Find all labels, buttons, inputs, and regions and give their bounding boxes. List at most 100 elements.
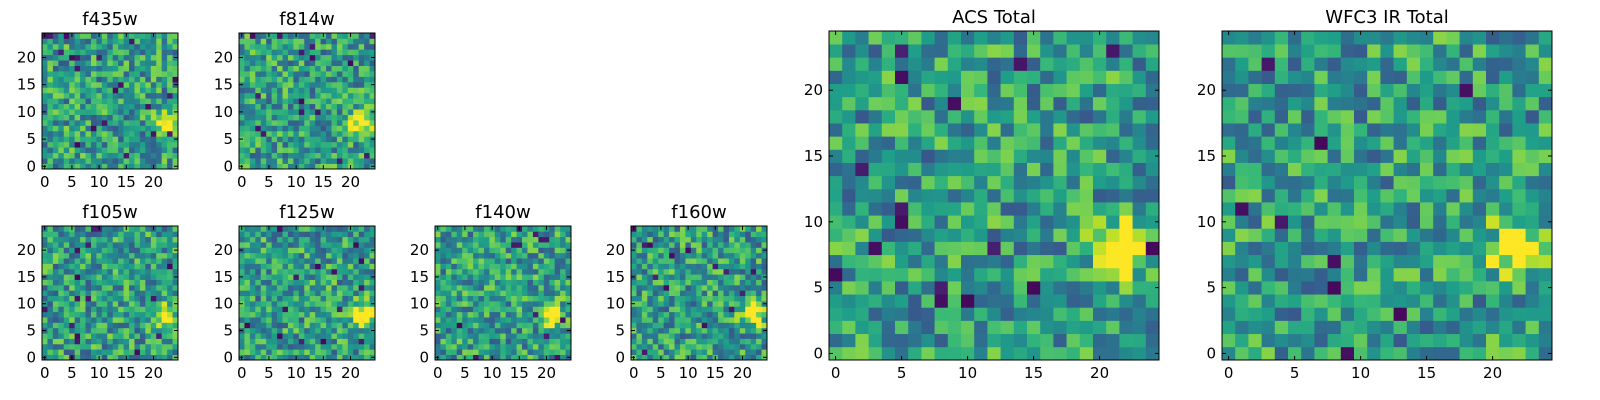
heatmap-cell <box>118 349 124 355</box>
heatmap-cell <box>364 71 370 77</box>
heatmap-cell <box>658 317 664 323</box>
heatmap-cell <box>244 71 251 77</box>
heatmap-cell <box>320 49 327 56</box>
heatmap-cell <box>1512 320 1526 335</box>
heatmap-cell <box>145 279 152 286</box>
heatmap-cell <box>829 320 843 335</box>
heatmap-cell <box>156 54 163 61</box>
heatmap-cell <box>701 274 708 280</box>
heatmap-cell <box>674 311 681 318</box>
heatmap-cell <box>277 33 283 39</box>
heatmap-cell <box>527 322 534 329</box>
heatmap-cell <box>277 284 283 291</box>
heatmap-cell <box>244 60 251 66</box>
heatmap-cell <box>260 284 267 291</box>
heatmap-cell <box>63 147 70 154</box>
heatmap-cell <box>293 103 300 110</box>
heatmap-cell <box>565 263 572 270</box>
heatmap-cell <box>161 343 168 350</box>
heatmap-cell <box>80 136 86 143</box>
heatmap-cell <box>80 109 86 115</box>
heatmap-cell <box>658 274 664 280</box>
heatmap-cell <box>358 333 365 339</box>
heatmap-cell <box>161 349 168 355</box>
heatmap-cell <box>145 163 152 170</box>
heatmap-cell <box>1446 320 1460 335</box>
heatmap-cell <box>58 252 65 259</box>
heatmap-cell <box>549 327 556 334</box>
heatmap-cell <box>1433 162 1447 177</box>
heatmap-cell <box>1235 241 1249 256</box>
heatmap-cell <box>658 311 664 318</box>
heatmap-cell <box>364 349 370 355</box>
heatmap-cell <box>167 311 173 318</box>
heatmap-cell <box>1145 70 1160 84</box>
heatmap-cell <box>868 188 883 203</box>
heatmap-cell <box>271 317 278 323</box>
heatmap-cell <box>1066 31 1081 45</box>
heatmap-cell <box>69 279 75 286</box>
heatmap-cell <box>90 322 97 329</box>
x-tick-label: 0 <box>629 364 639 382</box>
heatmap-cell <box>516 306 523 313</box>
heatmap-cell <box>287 306 294 313</box>
heatmap-cell <box>336 43 343 50</box>
heatmap-cell <box>1301 281 1315 295</box>
heatmap-cell <box>123 92 130 99</box>
heatmap-cell <box>118 163 124 170</box>
heatmap-cell <box>47 103 54 110</box>
heatmap-cell <box>658 258 664 264</box>
heatmap-cell <box>934 241 949 256</box>
heatmap-cell <box>167 279 173 286</box>
heatmap-cell <box>309 120 316 126</box>
heatmap-cell <box>150 343 157 350</box>
heatmap-cell <box>987 346 1001 361</box>
heatmap-cell <box>987 307 1001 321</box>
heatmap-cell <box>172 338 179 345</box>
heatmap-cell <box>326 54 332 61</box>
heatmap-cell <box>1367 175 1381 190</box>
heatmap-cell <box>1420 228 1434 242</box>
heatmap-cell <box>473 343 479 350</box>
heatmap-cell <box>282 125 289 132</box>
heatmap-cell <box>663 301 670 307</box>
heatmap-cell <box>129 87 135 94</box>
heatmap-cell <box>107 54 114 61</box>
panel-title: f105w <box>82 202 137 223</box>
heatmap-cell <box>1301 175 1315 190</box>
heatmap-cell <box>342 252 349 259</box>
heatmap-cell <box>353 311 360 318</box>
heatmap-cell <box>298 114 305 121</box>
heatmap-cell <box>336 327 343 334</box>
heatmap-cell <box>249 158 256 164</box>
heatmap-cell <box>895 346 909 361</box>
heatmap-cell <box>467 327 474 334</box>
heatmap-cell <box>1119 188 1133 203</box>
heatmap-cell <box>52 147 59 154</box>
heatmap-cell <box>58 290 65 297</box>
heatmap-cell <box>543 295 550 302</box>
heatmap-cell <box>1433 307 1447 321</box>
heatmap-cell <box>255 130 262 137</box>
heatmap-cell <box>1340 149 1355 163</box>
heatmap-cell <box>961 215 975 229</box>
heatmap-cell <box>549 333 556 339</box>
heatmap-cell <box>467 322 474 329</box>
heatmap-cell <box>1261 162 1276 177</box>
heatmap-cell <box>304 327 311 334</box>
heatmap-cell <box>342 258 349 264</box>
heatmap-cell <box>85 103 92 110</box>
heatmap-cell <box>679 236 686 243</box>
heatmap-cell <box>107 333 114 339</box>
heatmap-cell <box>145 98 152 105</box>
heatmap-cell <box>1446 346 1460 361</box>
heatmap-cell <box>139 114 146 121</box>
heatmap-cell <box>52 125 59 132</box>
heatmap-cell <box>1354 188 1368 203</box>
heatmap-cell <box>347 317 354 323</box>
heatmap-cell <box>277 65 283 72</box>
heatmap-cell <box>304 333 311 339</box>
heatmap-cell <box>641 295 648 302</box>
heatmap-cell <box>69 136 75 143</box>
heatmap-cell <box>500 306 507 313</box>
